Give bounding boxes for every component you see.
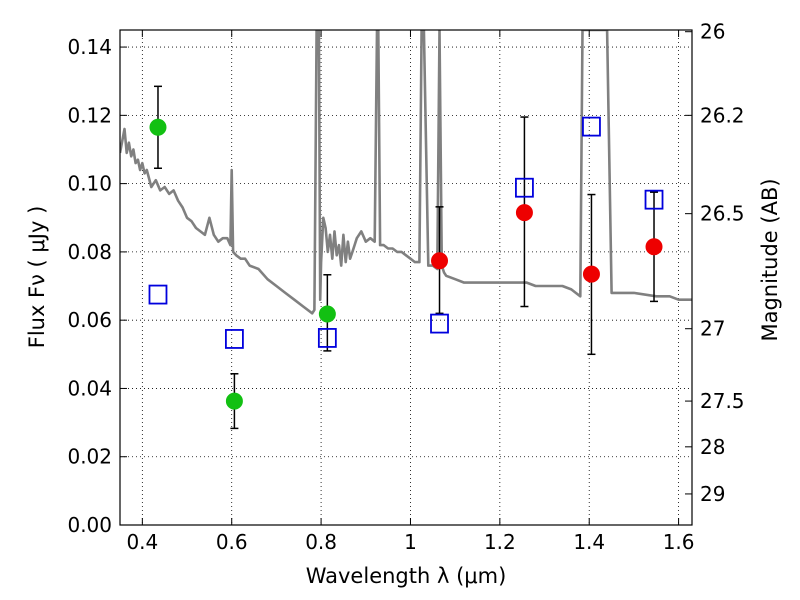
data-point-square xyxy=(430,313,449,334)
data-point-square xyxy=(224,329,244,349)
x-tick-label: 1 xyxy=(404,530,417,554)
plot-frame xyxy=(119,29,693,526)
y-tick-label: 0.04 xyxy=(67,376,112,400)
x-tick-label: 1.6 xyxy=(663,530,695,554)
mag-tick-label: 27.5 xyxy=(700,389,745,413)
data-point-square xyxy=(582,116,601,137)
data-point-square xyxy=(317,328,337,348)
x-tick-label: 1.4 xyxy=(573,530,605,554)
y-tick-label: 0.10 xyxy=(67,172,112,196)
mag-tick-label: 26 xyxy=(700,20,725,44)
y-tick-label: 0.12 xyxy=(67,103,112,127)
y-axis-title: Flux Fν ( μJy ) xyxy=(25,206,49,349)
data-point xyxy=(645,238,663,256)
y-tick-label: 0.00 xyxy=(67,513,112,537)
mag-tick-label: 28 xyxy=(700,435,725,459)
data-point-square xyxy=(644,189,664,210)
x-tick-label: 0.8 xyxy=(305,530,337,554)
x-axis-title: Wavelength λ (μm) xyxy=(306,564,507,588)
data-point xyxy=(149,118,167,136)
x-axis-ticks: 0.4 0.6 0.8 1 1.2 1.4 1.6 xyxy=(126,30,695,554)
x-tick-label: 1.2 xyxy=(484,530,516,554)
grid xyxy=(120,30,692,526)
data-point xyxy=(515,204,533,222)
data-point xyxy=(431,252,449,270)
data-point xyxy=(318,305,336,323)
y-tick-label: 0.06 xyxy=(67,308,112,332)
mag-tick-label: 27 xyxy=(700,317,725,341)
data-point-square xyxy=(148,284,168,305)
mag-tick-label: 26.2 xyxy=(700,103,745,127)
y-tick-label: 0.14 xyxy=(67,35,112,59)
data-point-square xyxy=(515,177,534,198)
mag-tick-label: 26.5 xyxy=(700,202,745,226)
model-spectrum-line xyxy=(120,30,692,315)
magnitude-axis-ticks: 26 26.2 26.5 27 27.5 28 29 xyxy=(685,20,745,506)
mag-tick-label: 29 xyxy=(700,482,725,506)
y-tick-label: 0.08 xyxy=(67,240,112,264)
model-spectrum xyxy=(120,30,692,315)
y-tick-label: 0.02 xyxy=(67,445,112,469)
data-point xyxy=(225,392,243,410)
data-markers xyxy=(148,116,664,410)
y-axis-ticks: 0.00 0.02 0.04 0.06 0.08 0.10 0.12 0.14 xyxy=(67,35,127,537)
x-tick-label: 0.6 xyxy=(216,530,248,554)
data-point xyxy=(582,265,600,283)
y-axis-right-title: Magnitude (AB) xyxy=(758,178,782,341)
x-tick-label: 0.4 xyxy=(126,530,158,554)
